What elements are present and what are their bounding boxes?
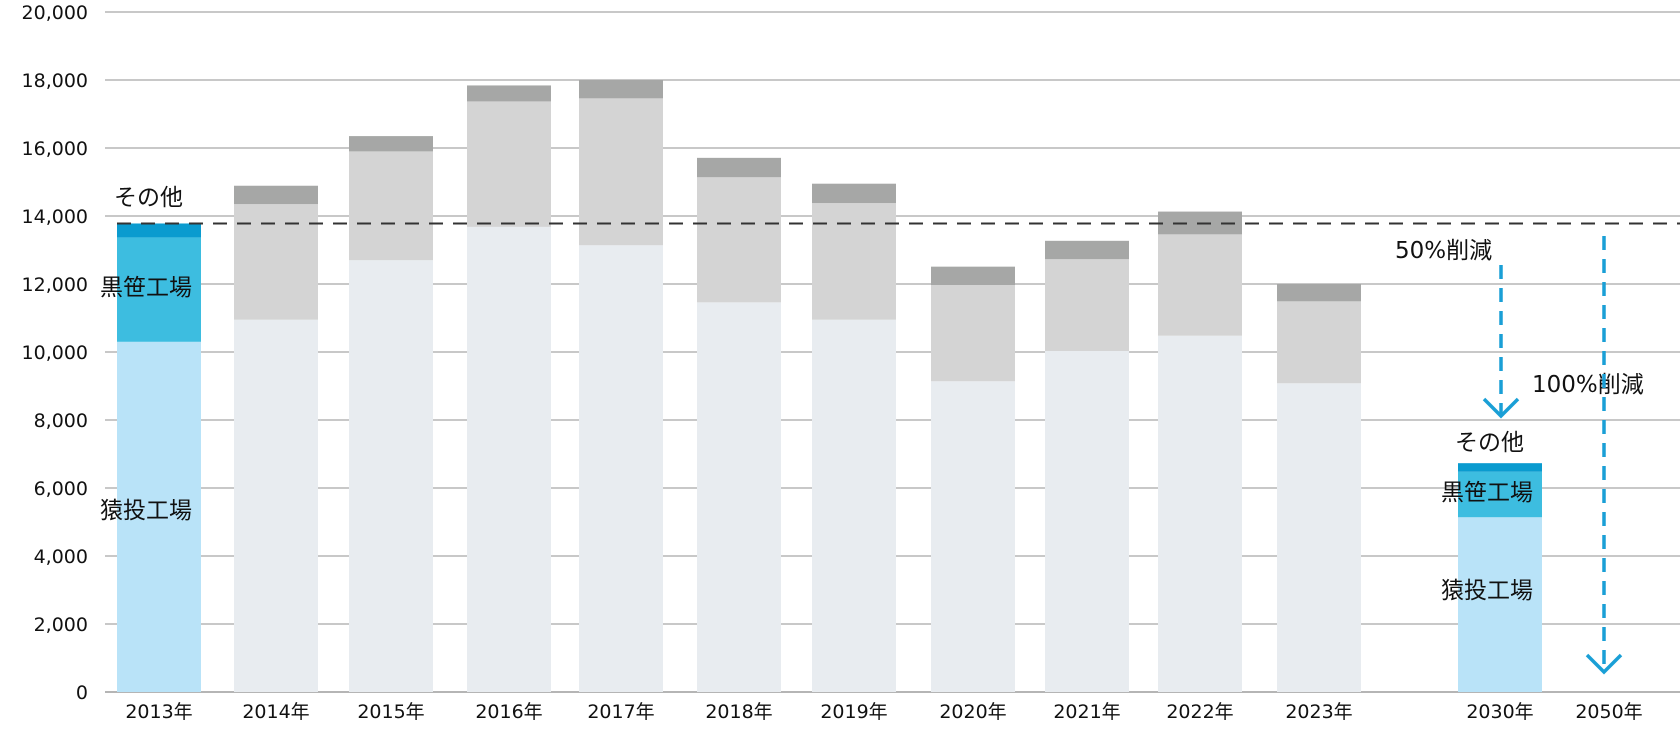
bars (117, 80, 1542, 693)
bar-2019年-その他 (812, 183, 896, 204)
bar-2015年-猿投工場 (349, 260, 433, 692)
bar-2015年-黒笹工場 (349, 151, 433, 261)
bar-2017年-その他 (579, 80, 663, 99)
bar-2021年-猿投工場 (1045, 350, 1129, 692)
x-tick-label: 2019年 (820, 701, 887, 723)
bar-2023年-黒笹工場 (1277, 301, 1361, 384)
y-tick-label: 18,000 (22, 70, 88, 92)
label-2013-kurozasa: 黒笹工場 (100, 275, 192, 301)
arrow-50-percent-arrowhead-icon (1482, 397, 1520, 419)
bar-2014年-黒笹工場 (234, 204, 318, 320)
x-tick-label: 2022年 (1166, 701, 1233, 723)
label-2013-other: その他 (114, 185, 183, 211)
bar-2018年-その他 (697, 157, 781, 178)
x-tick-label: 2013年 (125, 701, 192, 723)
label-2030-other: その他 (1455, 430, 1524, 456)
bar-2020年-その他 (931, 266, 1015, 286)
y-tick-label: 6,000 (34, 478, 88, 500)
bar-2030年-猿投工場 (1458, 517, 1542, 692)
label-2013-sanage: 猿投工場 (100, 498, 192, 524)
reduction-arrows (1482, 236, 1623, 675)
bar-2022年-猿投工場 (1158, 335, 1242, 692)
annotation-100-percent-reduction: 100%削減 (1532, 372, 1644, 398)
y-tick-label: 16,000 (22, 138, 88, 160)
bar-2018年-黒笹工場 (697, 177, 781, 303)
bar-2021年-黒笹工場 (1045, 259, 1129, 351)
label-2030-sanage: 猿投工場 (1441, 578, 1533, 604)
x-tick-label: 2021年 (1053, 701, 1120, 723)
y-tick-label: 20,000 (22, 2, 88, 24)
bar-2014年-その他 (234, 185, 318, 205)
y-tick-label: 14,000 (22, 206, 88, 228)
bar-2030年-黒笹工場 (1458, 471, 1542, 518)
y-tick-label: 8,000 (34, 410, 88, 432)
annotation-50-percent-reduction: 50%削減 (1395, 238, 1492, 264)
x-tick-label: 2020年 (939, 701, 1006, 723)
y-tick-label: 2,000 (34, 614, 88, 636)
bar-2019年-黒笹工場 (812, 203, 896, 320)
x-tick-label: 2050年 (1575, 701, 1642, 723)
bar-2017年-猿投工場 (579, 245, 663, 693)
bar-2030年-その他 (1458, 463, 1542, 472)
x-tick-label: 2015年 (357, 701, 424, 723)
y-tick-label: 10,000 (22, 342, 88, 364)
bar-2021年-その他 (1045, 240, 1129, 260)
bar-2014年-猿投工場 (234, 319, 318, 692)
x-axis-ticks: 2013年 2014年 2015年 2016年 2017年 2018年 2019年 2020年… (125, 701, 1642, 723)
bar-2016年-その他 (467, 85, 551, 102)
y-tick-label: 0 (76, 682, 88, 704)
bar-2022年-黒笹工場 (1158, 234, 1242, 336)
bar-2013年-猿投工場 (117, 341, 201, 692)
bar-2016年-黒笹工場 (467, 101, 551, 227)
bar-2019年-猿投工場 (812, 319, 896, 692)
bar-2015年-その他 (349, 136, 433, 152)
bar-2018年-猿投工場 (697, 302, 781, 692)
x-tick-label: 2014年 (242, 701, 309, 723)
bar-2013年-黒笹工場 (117, 237, 201, 342)
x-tick-label: 2017年 (587, 701, 654, 723)
bar-2013年-その他 (117, 223, 201, 238)
y-axis-ticks: 0 2,000 4,000 6,000 8,000 10,000 12,000 14,000 1… (22, 2, 88, 704)
label-2030-kurozasa: 黒笹工場 (1441, 480, 1533, 506)
bar-2023年-その他 (1277, 284, 1361, 302)
bar-2016年-猿投工場 (467, 226, 551, 692)
y-tick-label: 4,000 (34, 546, 88, 568)
x-tick-label: 2018年 (705, 701, 772, 723)
bar-2017年-黒笹工場 (579, 98, 663, 246)
bar-2023年-猿投工場 (1277, 383, 1361, 692)
bar-2020年-猿投工場 (931, 381, 1015, 692)
arrow-100-percent-arrowhead-icon (1585, 653, 1623, 675)
bar-2020年-黒笹工場 (931, 285, 1015, 382)
x-tick-label: 2016年 (475, 701, 542, 723)
y-tick-label: 12,000 (22, 274, 88, 296)
x-tick-label: 2023年 (1285, 701, 1352, 723)
x-tick-label: 2030年 (1466, 701, 1533, 723)
